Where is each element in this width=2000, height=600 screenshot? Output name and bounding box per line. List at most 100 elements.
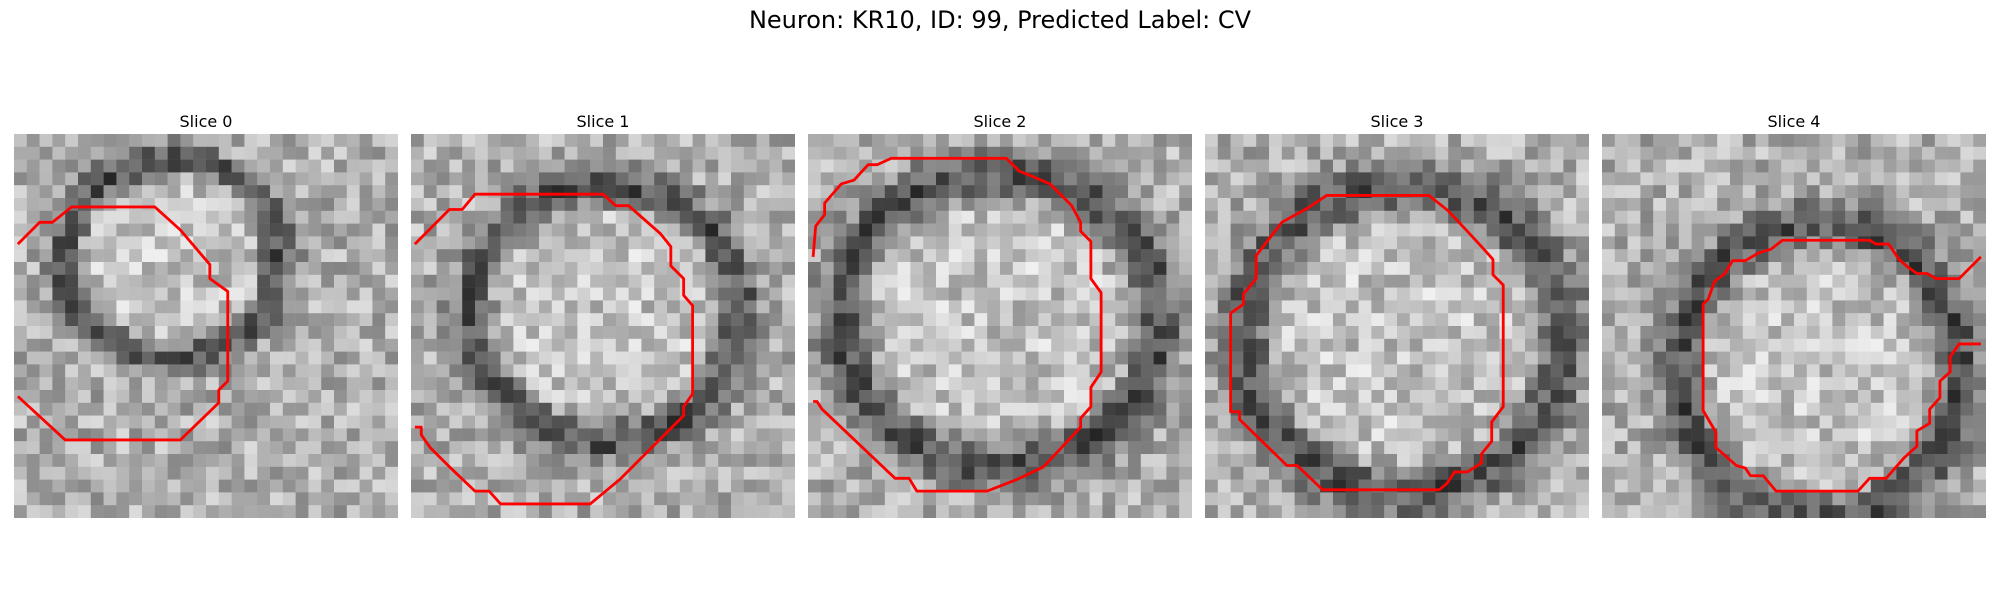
pixel [1858,428,1872,442]
pixel [1525,479,1539,493]
pixel [718,172,732,186]
pixel [1845,428,1859,442]
pixel [129,351,143,365]
pixel [1038,274,1052,288]
pixel [1128,338,1142,352]
pixel [193,159,207,173]
pixel [1525,402,1539,416]
pixel [1473,428,1487,442]
pixel [1922,428,1936,442]
pixel [78,185,92,199]
pixel [167,441,181,455]
pixel [769,313,783,327]
pixel [14,287,28,301]
pixel [500,441,514,455]
pixel [936,402,950,416]
pixel [231,364,245,378]
pixel [1012,390,1026,404]
pixel [603,249,617,263]
pixel [910,377,924,391]
pixel [961,466,975,480]
pixel [1345,146,1359,160]
pixel [1576,338,1589,352]
pixel [116,428,130,442]
pixel [1819,441,1833,455]
pixel [1281,300,1295,314]
pixel [65,262,79,276]
pixel [526,134,540,148]
pixel [257,479,271,493]
pixel [78,415,92,429]
pixel [1166,146,1180,160]
pixel [1102,210,1116,224]
pixel [1832,454,1846,468]
pixel [116,377,130,391]
pixel [936,351,950,365]
pixel [1614,146,1628,160]
pixel [78,146,92,160]
pixel [1205,338,1219,352]
pixel [1140,454,1154,468]
pixel [1102,313,1116,327]
pixel [718,351,732,365]
pixel [1973,172,1986,186]
pixel [346,415,360,429]
pixel [1614,326,1628,340]
pixel [1230,134,1244,148]
pixel [577,326,591,340]
pixel [218,326,232,340]
pixel [423,287,437,301]
pixel [1678,300,1692,314]
slice-image-2 [808,134,1192,518]
pixel [1000,146,1014,160]
pixel [564,364,578,378]
pixel [1358,236,1372,250]
pixel [1000,402,1014,416]
pixel [1358,313,1372,327]
pixel [705,172,719,186]
pixel [1320,338,1334,352]
pixel [974,262,988,276]
pixel [1281,159,1295,173]
pixel [1205,479,1219,493]
pixel [1755,338,1769,352]
pixel [1576,249,1589,263]
pixel [1448,262,1462,276]
pixel [206,338,220,352]
pixel [974,351,988,365]
pixel [1666,262,1680,276]
pixel [1448,134,1462,148]
pixel [142,338,156,352]
pixel [1819,415,1833,429]
pixel [1755,441,1769,455]
pixel [1550,377,1564,391]
pixel [859,364,873,378]
pixel [180,454,194,468]
pixel [1358,466,1372,480]
pixel [1371,338,1385,352]
pixel [1794,146,1808,160]
pixel [1422,262,1436,276]
pixel [500,300,514,314]
pixel [1371,249,1385,263]
pixel [449,492,463,506]
pixel [743,274,757,288]
pixel [423,146,437,160]
pixel [1883,351,1897,365]
pixel [1845,287,1859,301]
pixel [78,287,92,301]
pixel [1550,262,1564,276]
pixel [449,313,463,327]
pixel [193,210,207,224]
pixel [526,479,540,493]
pixel [1550,326,1564,340]
pixel [334,402,348,416]
pixel [1422,428,1436,442]
pixel [1537,505,1551,518]
pixel [116,185,130,199]
pixel [359,274,373,288]
pixel [308,146,322,160]
pixel [756,415,770,429]
pixel [487,338,501,352]
pixel [603,338,617,352]
